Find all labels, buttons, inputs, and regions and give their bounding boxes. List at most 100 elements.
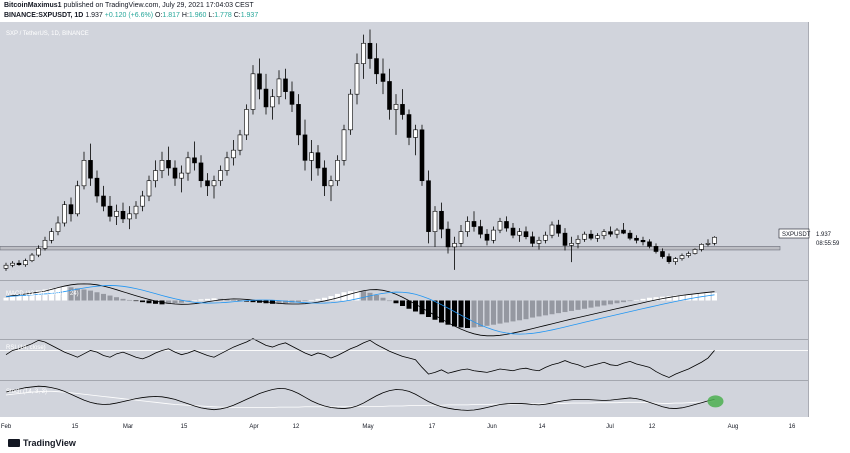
macd-histogram-bar <box>166 300 171 304</box>
price-pane[interactable] <box>0 29 781 271</box>
macd-histogram-bar <box>62 286 67 301</box>
candle <box>348 93 353 131</box>
candle <box>120 210 126 220</box>
macd-histogram-bar <box>510 300 516 322</box>
macd-histogram-bar <box>16 295 22 301</box>
candle <box>647 241 652 247</box>
x-tick-label: 14 <box>539 424 546 430</box>
candle <box>471 221 477 227</box>
macd-histogram-bar <box>582 300 587 309</box>
macd-histogram-bar <box>374 295 379 301</box>
candle <box>458 231 464 244</box>
candle <box>81 160 87 187</box>
support-zone <box>0 246 781 251</box>
macd-histogram-bar <box>198 299 204 301</box>
candle <box>374 58 379 75</box>
candle <box>705 243 711 245</box>
macd-histogram-bar <box>686 294 691 301</box>
candle <box>562 232 568 246</box>
macd-histogram-bar <box>393 300 399 304</box>
macd-label-suffix: 24) <box>70 291 79 297</box>
macd-histogram-bar <box>192 300 197 302</box>
x-tick-label: Feb <box>1 424 12 430</box>
candle <box>387 81 392 110</box>
rsi-tick-label: 40.00 <box>816 365 832 371</box>
macd-histogram-bar <box>205 298 210 301</box>
stoch-label: Stoch (14, 3, 3) <box>6 389 47 395</box>
macd-histogram-bar <box>712 292 717 301</box>
macd-histogram-bar <box>504 300 509 323</box>
macd-histogram-bar <box>640 298 646 301</box>
candle <box>569 243 574 246</box>
macd-histogram-bar <box>523 300 529 320</box>
macd-histogram-bar <box>302 300 308 302</box>
macd-histogram-bar <box>484 300 490 326</box>
author-name[interactable]: BitcoinMaximus1 <box>4 2 62 9</box>
candle <box>653 246 659 252</box>
macd-histogram-bar <box>231 299 236 301</box>
macd-histogram-bar <box>114 297 119 301</box>
candle <box>523 231 529 238</box>
macd-histogram-bar <box>549 300 555 315</box>
macd-histogram-bar <box>309 299 314 301</box>
candle <box>692 249 698 254</box>
rsi-tick-label: 60.00 <box>816 348 832 354</box>
candle <box>322 167 327 187</box>
macd-histogram-bar <box>23 293 28 301</box>
candle <box>328 180 334 187</box>
candle <box>250 73 256 110</box>
ohlc-line: BINANCE:SXPUSDT, 1D 1.937 +0.120 (+6.6%)… <box>4 11 846 21</box>
candle <box>582 233 587 240</box>
chart-canvas[interactable]: 1.5002.0002.5003.0003.5004.0004.5005.000… <box>0 22 850 433</box>
macd-histogram-bar <box>101 293 106 301</box>
candle <box>484 233 490 241</box>
candle <box>16 262 22 266</box>
price-change: +0.120 (+6.6%) <box>104 12 154 19</box>
macd-histogram-bar <box>491 300 496 325</box>
macd-histogram-bar <box>328 296 334 301</box>
low-label: L: <box>208 12 215 19</box>
candle <box>114 210 119 217</box>
crossover-highlight <box>707 395 724 408</box>
macd-histogram-bar <box>673 295 678 301</box>
macd-histogram-bar <box>647 297 652 301</box>
macd-histogram-bar <box>432 300 438 320</box>
macd-histogram-bar <box>146 300 152 304</box>
macd-histogram-bar <box>471 300 477 328</box>
stoch-pane[interactable] <box>5 385 724 411</box>
macd-pane[interactable] <box>3 283 718 337</box>
macd-histogram-bar <box>562 300 568 313</box>
macd-histogram-bar <box>322 297 327 301</box>
chart-area[interactable]: 1.5002.0002.5003.0003.5004.0004.5005.000… <box>0 22 850 433</box>
candle <box>452 243 457 248</box>
price-tick-label: 2.500 <box>816 207 832 213</box>
macd-histogram-bar <box>224 299 230 301</box>
x-tick-label: Aug <box>728 424 739 430</box>
candle <box>335 160 340 182</box>
macd-histogram-bar <box>426 300 431 317</box>
candle <box>673 258 678 262</box>
candle <box>166 160 171 169</box>
macd-histogram-bar <box>257 300 262 303</box>
tradingview-logo[interactable]: TradingView <box>8 438 76 448</box>
candle <box>634 237 639 241</box>
candle <box>153 170 158 182</box>
macd-histogram-bar <box>75 288 80 301</box>
candle <box>127 213 132 220</box>
macd-histogram-bar <box>296 300 301 303</box>
macd-histogram-bar <box>10 296 15 301</box>
candle <box>107 205 113 217</box>
candle <box>88 160 93 179</box>
high-value: 1.960 <box>188 12 207 19</box>
candle <box>62 204 67 224</box>
macd-label: MACD (12, 26, close) <box>6 291 63 297</box>
candle <box>608 231 613 235</box>
macd-histogram-bar <box>55 287 61 301</box>
macd-histogram-bar <box>94 292 100 301</box>
macd-tick-label: -0.500 <box>816 326 834 332</box>
candle <box>432 210 438 232</box>
candle <box>244 109 249 136</box>
rsi-pane[interactable] <box>0 338 808 378</box>
macd-histogram-bar <box>497 300 503 324</box>
macd-histogram-bar <box>244 300 249 302</box>
